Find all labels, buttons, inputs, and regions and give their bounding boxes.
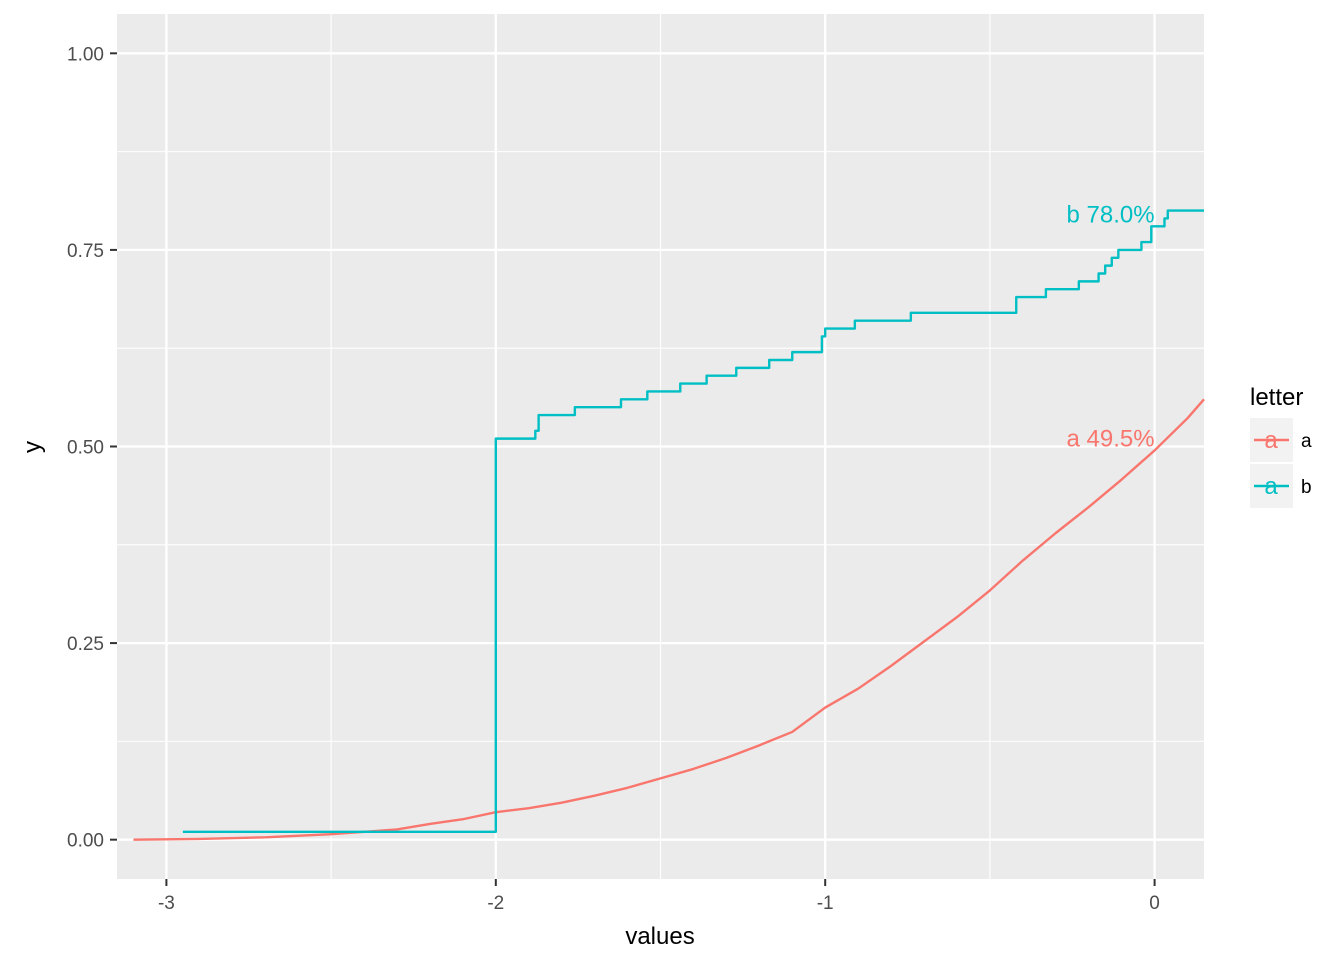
series-annotation-0: a 49.5% [1067,426,1155,453]
axes: -3 -2 -1 0 0.00 0.25 0.50 0.75 1.00 [67,44,1160,914]
x-tick-label: -1 [817,893,834,914]
legend-label: a [1301,431,1312,452]
legend-key-glyph: a [1264,427,1278,454]
legend-label: b [1301,477,1312,498]
major-gridlines [117,14,1204,879]
y-tick-label: 1.00 [67,44,104,65]
series-annotation-1: b 78.0% [1067,202,1155,229]
series-line-b [182,209,1204,834]
y-axis-title: y [19,441,46,453]
x-tick-label: -2 [487,893,504,914]
series-layer [133,209,1205,841]
x-tick-label: -3 [158,893,175,914]
x-axis-title: values [625,923,694,950]
series-line-a [133,398,1205,841]
legend-key-glyph: a [1264,473,1278,500]
legend: letter a aa b [1250,384,1312,508]
y-tick-label: 0.25 [67,634,104,655]
legend-title: letter [1250,384,1303,411]
y-tick-label: 0.50 [67,438,104,459]
y-tick-label: 0.75 [67,241,104,262]
y-tick-label: 0.00 [67,831,104,852]
annotation-layer: a 49.5% b 78.0% [1067,202,1155,453]
x-tick-label: 0 [1149,893,1160,914]
